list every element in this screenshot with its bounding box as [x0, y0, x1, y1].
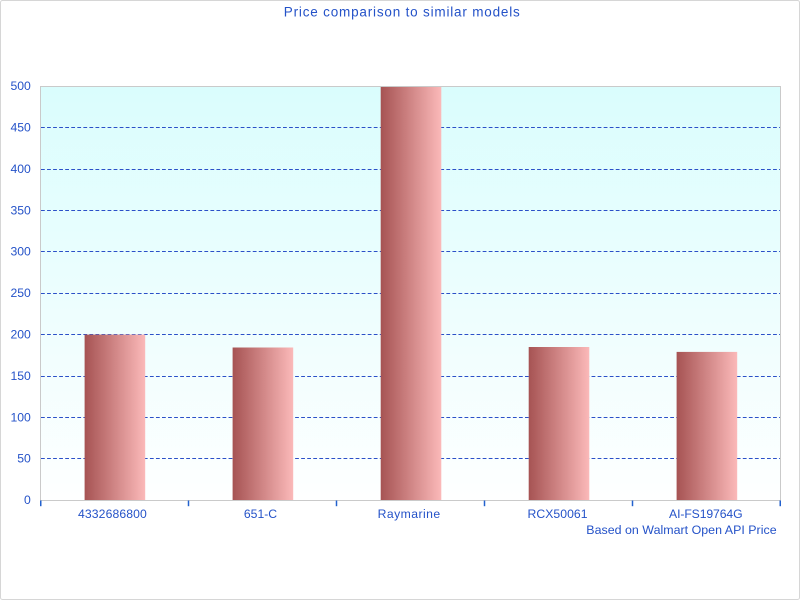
svg-text:AI-FS19764G: AI-FS19764G: [669, 507, 743, 521]
svg-text:Raymarine: Raymarine: [378, 507, 441, 521]
svg-text:250: 250: [10, 286, 31, 300]
svg-text:Price comparison to similar mo: Price comparison to similar models: [284, 5, 520, 20]
svg-text:150: 150: [10, 369, 31, 383]
svg-text:100: 100: [10, 410, 31, 424]
svg-text:0: 0: [24, 493, 31, 507]
svg-text:400: 400: [10, 162, 31, 176]
svg-text:50: 50: [17, 452, 31, 466]
svg-text:300: 300: [10, 245, 31, 259]
svg-text:RCX50061: RCX50061: [528, 507, 588, 521]
svg-text:4332686800: 4332686800: [78, 507, 147, 521]
svg-text:651-C: 651-C: [244, 507, 277, 521]
svg-text:350: 350: [10, 203, 31, 217]
svg-text:200: 200: [10, 328, 31, 342]
svg-text:450: 450: [10, 121, 31, 135]
svg-text:Based on Walmart Open API Pric: Based on Walmart Open API Price: [586, 523, 776, 537]
svg-text:500: 500: [10, 79, 31, 93]
